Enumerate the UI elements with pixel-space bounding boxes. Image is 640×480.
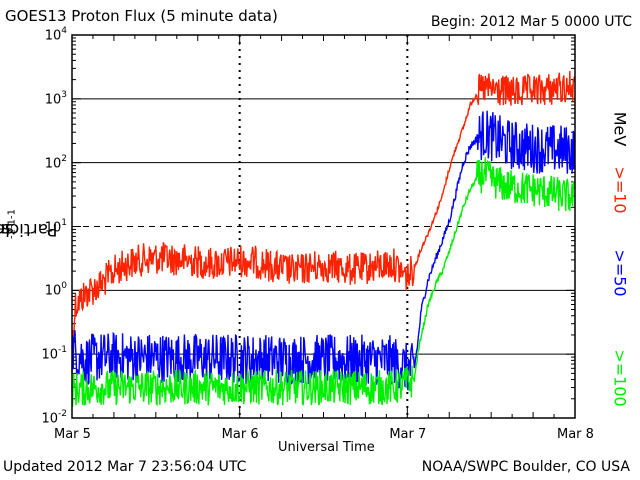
begin-time: Begin: 2012 Mar 5 0000 UTC xyxy=(430,14,632,30)
series-line-ge10 xyxy=(71,70,576,349)
y-tick-label: 100 xyxy=(44,281,67,299)
y-tick-label: 103 xyxy=(44,89,67,108)
updated-timestamp: Updated 2012 Mar 7 23:56:04 UTC xyxy=(3,459,247,475)
chart-title: GOES13 Proton Flux (5 minute data) xyxy=(5,7,278,25)
y-tick-label: 10-1 xyxy=(41,345,67,363)
y-tick-label: 101 xyxy=(44,217,67,235)
x-tick-label: Mar 7 xyxy=(389,427,427,442)
data-source: NOAA/SWPC Boulder, CO USA xyxy=(421,459,630,475)
x-tick-label: Mar 5 xyxy=(54,427,91,442)
series-line-ge100 xyxy=(71,157,576,407)
x-tick-label: Mar 8 xyxy=(557,427,594,442)
y-tick-label: 102 xyxy=(44,153,67,171)
plot-frame xyxy=(71,34,576,419)
y-tick-label: 104 xyxy=(44,26,67,44)
x-tick-label: Mar 6 xyxy=(221,427,259,442)
x-axis-title: Universal Time xyxy=(278,440,375,455)
series-line-ge50 xyxy=(71,110,576,391)
y-tick-label: 10-2 xyxy=(41,409,67,427)
